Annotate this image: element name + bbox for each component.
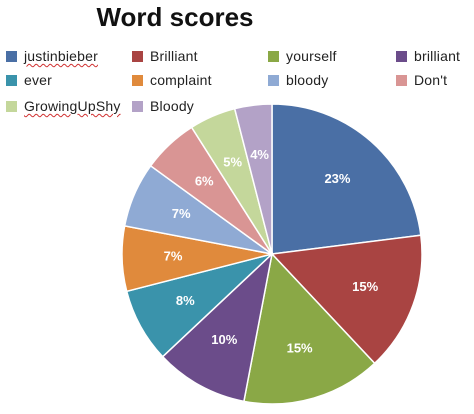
pie-slice: [271, 103, 422, 255]
legend-label: complaint: [150, 72, 212, 88]
pie-slice: [243, 252, 376, 405]
legend-swatch: [132, 50, 143, 62]
chart-legend: justinbieber Brilliant yourself brilliant ev…: [0, 45, 474, 120]
pie-slice: [233, 103, 273, 255]
slice-data-label: 7%: [164, 249, 183, 264]
legend-swatch: [268, 74, 279, 86]
pie-slice: [270, 234, 423, 365]
legend-label: bloody: [286, 72, 329, 88]
slice-data-label: 7%: [172, 206, 191, 221]
legend-swatch: [132, 100, 143, 112]
legend-label: Brilliant: [150, 48, 198, 64]
legend-item: Brilliant: [132, 47, 198, 65]
slice-data-label: 15%: [352, 279, 378, 294]
legend-item: bloody: [268, 71, 328, 89]
legend-item: yourself: [268, 47, 337, 65]
legend-label: ever: [24, 72, 53, 88]
legend-label: GrowingUpShy: [24, 98, 121, 114]
slice-data-label: 4%: [250, 147, 269, 162]
legend-item: brilliant: [396, 47, 460, 65]
legend-swatch: [396, 74, 407, 86]
legend-swatch: [268, 50, 279, 62]
legend-label: brilliant: [414, 48, 461, 64]
pie-slice: [161, 251, 274, 403]
legend-swatch: [132, 74, 143, 86]
legend-label: justinbieber: [24, 48, 98, 64]
slice-data-label: 8%: [176, 293, 195, 308]
slice-data-label: 10%: [211, 332, 237, 347]
legend-swatch: [6, 50, 17, 62]
legend-label: Bloody: [150, 98, 195, 114]
legend-swatch: [6, 100, 17, 112]
legend-label: yourself: [286, 48, 337, 64]
legend-swatch: [396, 50, 407, 62]
chart-title: Word scores: [96, 2, 254, 32]
slice-data-label: 5%: [223, 155, 242, 170]
legend-item: complaint: [132, 71, 212, 89]
legend-label: Don't: [414, 72, 448, 88]
legend-swatch: [6, 74, 17, 86]
slice-data-label: 15%: [287, 341, 313, 356]
legend-item: GrowingUpShy: [6, 97, 121, 115]
legend-item: Bloody: [132, 97, 194, 115]
legend-item: justinbieber: [6, 47, 98, 65]
slice-data-label: 23%: [324, 171, 350, 186]
slice-data-label: 6%: [195, 173, 214, 188]
legend-item: ever: [6, 71, 52, 89]
legend-item: Don't: [396, 71, 447, 89]
